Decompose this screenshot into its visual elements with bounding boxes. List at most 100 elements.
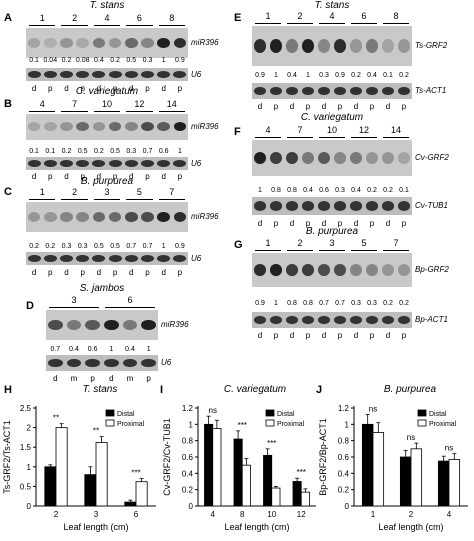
control-band <box>253 200 267 211</box>
lane-label: 4 <box>329 11 335 21</box>
lane-label: 7 <box>72 99 78 109</box>
sample-label: p <box>145 172 150 181</box>
bar-proximal <box>271 487 281 507</box>
y-axis-label: Bp-GRF2/Bp-ACT1 <box>318 418 328 496</box>
blot-band <box>381 151 395 165</box>
control-band <box>27 159 41 167</box>
legend-swatch <box>417 419 427 427</box>
quant-value: 0.6 <box>319 187 329 194</box>
sample-label: p <box>48 268 53 277</box>
quant-value: 1 <box>109 346 114 353</box>
bar-proximal <box>95 442 108 507</box>
blot-band <box>397 151 411 165</box>
lane-underline <box>93 25 121 26</box>
x-tick-label: 4 <box>447 510 452 519</box>
lane-label: 4 <box>39 99 45 109</box>
sample-label: d <box>96 268 102 277</box>
lane-label: 3 <box>329 238 335 248</box>
lane-underline <box>287 23 313 24</box>
blot-band <box>122 319 138 331</box>
significance-label: *** <box>267 439 276 448</box>
lane-underline <box>351 23 377 24</box>
x-tick-label: 2 <box>54 510 59 519</box>
y-tick-label: 1 <box>345 420 350 429</box>
lane-label: 7 <box>393 238 399 248</box>
quant-value: 1 <box>177 148 182 155</box>
blot-band <box>43 122 57 132</box>
bar-distal <box>204 423 214 507</box>
blot-band <box>333 38 347 53</box>
blot-band <box>76 37 89 49</box>
sample-label: p <box>145 84 150 93</box>
control-band <box>92 159 106 167</box>
quant-value: 0.8 <box>303 300 313 307</box>
control-band <box>397 315 411 325</box>
sample-label: d <box>353 102 359 111</box>
sample-label: m <box>126 374 134 383</box>
control-band <box>173 159 187 167</box>
control-band <box>253 315 267 325</box>
blot-band <box>397 38 411 53</box>
lane-underline <box>93 111 121 112</box>
blot-band <box>269 38 283 53</box>
lane-label: 2 <box>72 187 78 197</box>
quant-value: 0.4 <box>303 187 313 194</box>
bar-proximal <box>212 428 222 507</box>
blot-band <box>381 263 395 276</box>
sample-label: d <box>53 374 58 383</box>
control-band <box>253 86 267 96</box>
lane-label: 8 <box>393 11 399 21</box>
legend-label: Distal <box>277 411 295 418</box>
blot-band <box>92 122 106 132</box>
sample-label: p <box>305 102 311 111</box>
control-band <box>157 159 171 167</box>
sample-label: d <box>64 172 69 181</box>
control-band <box>301 86 315 96</box>
y-tick-label: 0.4 <box>338 469 350 478</box>
significance-label: *** <box>131 469 140 478</box>
bar-proximal <box>55 427 68 507</box>
quant-value: 0.8 <box>287 300 297 307</box>
x-axis-label: Leaf length (cm) <box>224 522 289 532</box>
blot-title: B. purpurea <box>305 226 359 237</box>
control-band <box>365 86 379 96</box>
blot-band <box>92 211 106 223</box>
bar-distal <box>292 481 302 507</box>
sample-label: p <box>80 84 85 93</box>
control-band <box>76 159 90 167</box>
control-band <box>349 200 363 211</box>
sample-label: p <box>369 102 375 111</box>
quant-value: 0.9 <box>255 72 265 79</box>
x-tick-label: 2 <box>409 510 414 519</box>
lane-label: 12 <box>358 125 369 135</box>
blot-band <box>317 263 331 276</box>
panel-letter-h: H <box>4 384 12 396</box>
control-label: U6 <box>191 69 202 79</box>
blot-title: S. jambos <box>79 283 125 294</box>
legend-label: Proximal <box>117 421 145 428</box>
significance-label: ns <box>407 433 415 442</box>
quant-value: 0.7 <box>142 148 153 155</box>
sample-label: d <box>289 331 295 340</box>
quant-value: 0.2 <box>367 187 377 194</box>
quant-value: 0.9 <box>175 243 185 250</box>
gene-label: miR396 <box>161 320 189 329</box>
quant-value: 0.2 <box>383 187 393 194</box>
control-band <box>333 86 347 96</box>
quant-value: 1 <box>161 243 166 250</box>
control-band <box>285 315 299 325</box>
blot-band <box>141 211 154 223</box>
control-label: U6 <box>191 158 202 168</box>
legend-swatch <box>105 409 115 417</box>
blot-image <box>46 310 158 340</box>
quant-value: 1 <box>146 346 151 353</box>
quant-value: 0.2 <box>94 148 104 155</box>
blot-title: T. stans <box>89 0 125 11</box>
legend-label: Proximal <box>277 421 305 428</box>
control-band <box>141 159 154 167</box>
significance-label: ** <box>53 414 59 423</box>
sample-label: p <box>273 219 279 228</box>
control-blot <box>26 68 188 81</box>
lane-label: 10 <box>326 125 337 135</box>
sample-label: p <box>273 331 279 340</box>
